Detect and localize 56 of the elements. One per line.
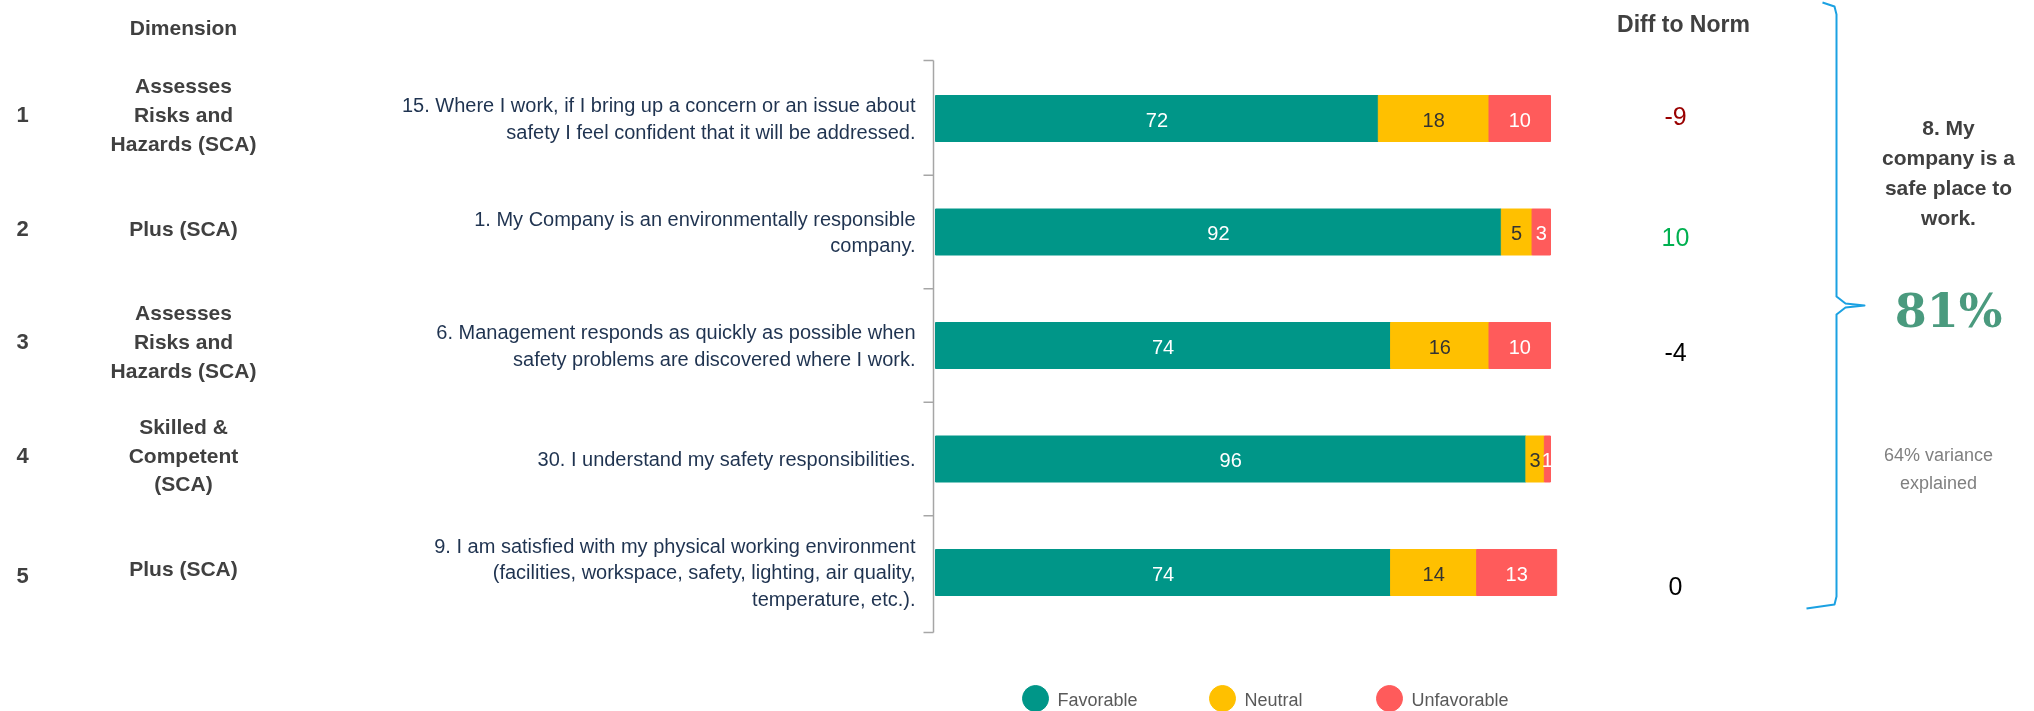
bar	[935, 208, 1502, 256]
text: Dimension	[129, 16, 238, 39]
bar	[1390, 549, 1478, 596]
bar	[1488, 95, 1551, 142]
bar	[1390, 322, 1490, 369]
data-label: 13	[1505, 562, 1528, 585]
text: Assesses Risks and Hazards (SCA)	[110, 74, 257, 155]
bar	[1525, 435, 1545, 483]
text: 0	[1668, 571, 1683, 600]
data-label: 18	[1422, 108, 1445, 131]
data-label: 1	[1541, 449, 1553, 471]
data-label: 74	[1151, 335, 1175, 358]
bar	[1476, 549, 1558, 596]
y-tick-label: 6. Management responds as quickly as possible when safety problems are discovered where I work.	[436, 321, 916, 370]
bar	[1531, 208, 1551, 256]
text: -9	[1664, 101, 1687, 130]
text: Skilled & Competent (SCA)	[128, 414, 239, 496]
legend-label: Unfavorable	[1411, 689, 1509, 710]
text: 3	[16, 329, 29, 354]
text: 64% variance explained	[1883, 444, 1994, 493]
y-tick-label: 30. I understand my safety responsibilities.	[537, 448, 916, 470]
data-label: 74	[1151, 562, 1175, 585]
data-label: 96	[1219, 449, 1242, 471]
text: Diff to Norm	[1617, 10, 1750, 37]
text: 2	[16, 215, 29, 241]
y-tick-label: 9. I am satisfied with my physical working environment (facilities, workspace, safety, lighting, air quality, temperature, etc.).	[434, 535, 916, 610]
bar	[1377, 95, 1490, 142]
y-tick-label: 15. Where I work, if I bring up a concern or an issue about safety I feel confident that it will be addressed.	[401, 94, 916, 143]
bar	[935, 322, 1392, 369]
data-label: 10	[1508, 108, 1531, 131]
text: 1	[16, 102, 29, 127]
bar	[1488, 322, 1551, 369]
data-label: 3	[1535, 222, 1547, 244]
data-label: 72	[1145, 108, 1169, 131]
y-tick-label: 1. My Company is an environmentally responsible company.	[474, 207, 916, 257]
text: 5	[16, 563, 29, 588]
bar	[935, 95, 1379, 142]
data-label: 14	[1422, 562, 1445, 585]
data-label: 92	[1207, 222, 1230, 244]
data-label: 5	[1511, 222, 1523, 244]
text: 8. My company is a safe place to work.	[1881, 116, 2016, 229]
legend-label: Favorable	[1057, 689, 1138, 710]
legend-label: Neutral	[1244, 689, 1303, 710]
text: -4	[1664, 337, 1687, 366]
text: 4	[16, 442, 30, 468]
data-label: 16	[1428, 335, 1451, 358]
bar	[1500, 208, 1533, 256]
bar	[935, 435, 1527, 483]
bar	[935, 549, 1392, 596]
text: Plus (SCA)	[129, 216, 238, 240]
data-label: 3	[1529, 449, 1541, 471]
text: 81%	[1894, 283, 2003, 338]
text: Plus (SCA)	[129, 557, 238, 580]
data-label: 10	[1508, 335, 1531, 358]
text: 10	[1661, 222, 1690, 251]
text: Assesses Risks and Hazards (SCA)	[110, 301, 257, 382]
